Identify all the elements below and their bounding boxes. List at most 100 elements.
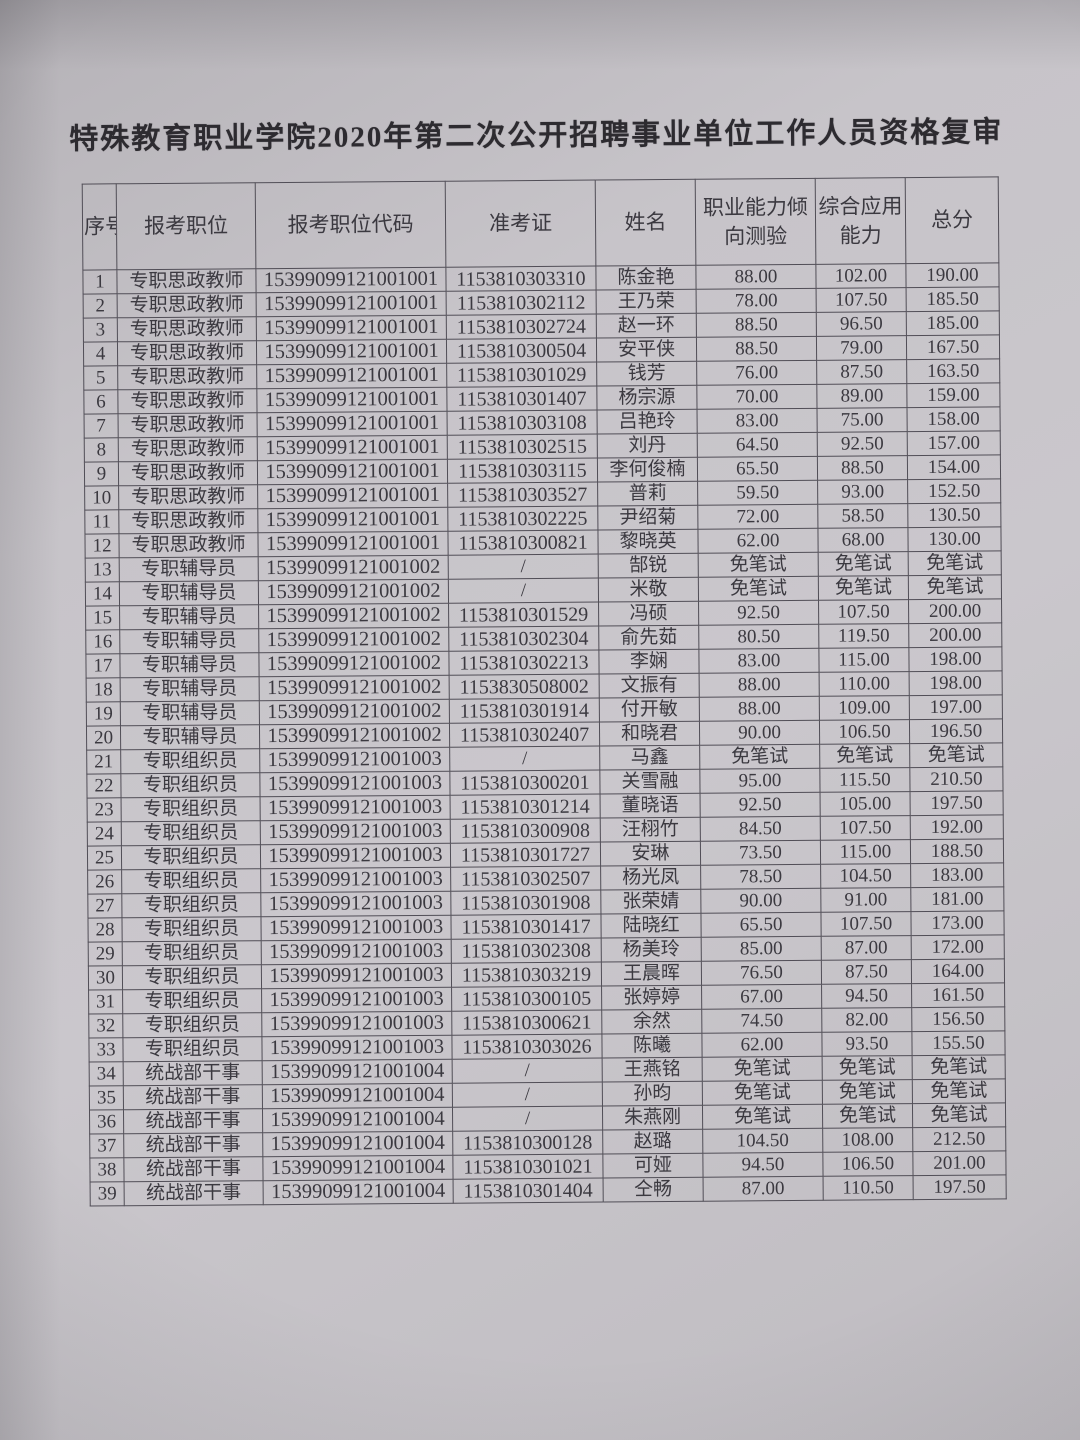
cell-index: 17 (85, 653, 121, 679)
cell-aptitude-test-score: 59.50 (697, 480, 818, 506)
cell-position-code: 15399099121001001 (257, 435, 448, 461)
column-header-position: 报考职位 (116, 182, 256, 270)
cell-index: 14 (85, 581, 120, 607)
cell-position-code: 15399099121001004 (263, 1179, 454, 1205)
cell-position-code: 15399099121001004 (262, 1059, 453, 1085)
cell-position: 专职辅导员 (119, 628, 259, 654)
cell-position-code: 15399099121001002 (259, 699, 450, 725)
cell-comprehensive-ability-score: 96.50 (816, 311, 907, 337)
cell-comprehensive-ability-score: 免笔试 (822, 1079, 913, 1105)
cell-total-score: 免笔试 (908, 574, 1002, 600)
cell-index: 30 (88, 965, 123, 991)
cell-position-code: 15399099121001003 (260, 915, 452, 941)
cell-total-score: 158.00 (907, 406, 1001, 432)
cell-name: 余然 (601, 1009, 702, 1035)
cell-index: 10 (84, 485, 119, 511)
cell-position: 专职辅导员 (120, 724, 260, 750)
cell-comprehensive-ability-score: 110.50 (823, 1175, 914, 1201)
cell-total-score: 198.00 (909, 670, 1003, 696)
cell-ticket-no: 1153810303310 (445, 266, 597, 292)
cell-ticket-no: 1153810302507 (450, 866, 601, 892)
cell-position: 专职思政教师 (118, 532, 259, 558)
cell-ticket-no: 1153810301727 (450, 842, 601, 868)
cell-index: 9 (84, 461, 119, 487)
cell-aptitude-test-score: 83.00 (698, 648, 820, 674)
cell-index: 15 (85, 605, 120, 631)
cell-index: 11 (84, 509, 119, 535)
cell-aptitude-test-score: 65.50 (700, 912, 822, 938)
cell-comprehensive-ability-score: 68.00 (817, 527, 909, 553)
cell-name: 尹绍菊 (597, 505, 698, 531)
cell-position-code: 15399099121001003 (260, 819, 451, 845)
cell-index: 8 (84, 437, 119, 463)
cell-ticket-no: 1153810301914 (449, 698, 600, 724)
cell-name: 李娴 (598, 649, 700, 675)
cell-aptitude-test-score: 免笔试 (702, 1056, 823, 1082)
cell-ticket-no: 1153810300821 (447, 530, 599, 556)
cell-position: 专职辅导员 (119, 604, 259, 630)
cell-aptitude-test-score: 90.00 (700, 888, 821, 914)
cell-name: 陆晓红 (600, 913, 702, 939)
cell-name: 关雪融 (599, 769, 701, 795)
cell-position-code: 15399099121001001 (255, 267, 447, 293)
cell-comprehensive-ability-score: 108.00 (822, 1127, 913, 1153)
cell-total-score: 172.00 (911, 934, 1005, 960)
cell-total-score: 161.50 (911, 982, 1005, 1008)
cell-position-code: 15399099121001001 (257, 507, 448, 533)
cell-position: 统战部干事 (123, 1084, 263, 1110)
cell-position: 专职思政教师 (116, 268, 257, 294)
cell-ticket-no: / (449, 746, 600, 772)
cell-total-score: 198.00 (908, 646, 1003, 672)
cell-name: 王晨晖 (601, 961, 702, 987)
cell-index: 25 (87, 845, 122, 871)
cell-position-code: 15399099121001001 (256, 291, 447, 317)
cell-name: 安琳 (600, 841, 701, 867)
cell-ticket-no: 1153810302225 (447, 506, 598, 532)
cell-aptitude-test-score: 65.50 (697, 456, 818, 482)
cell-comprehensive-ability-score: 91.00 (820, 887, 911, 913)
cell-name: 米敬 (598, 577, 699, 603)
cell-position: 专职组织员 (121, 868, 261, 894)
cell-total-score: 159.00 (906, 382, 1000, 408)
column-header-name: 姓名 (595, 179, 696, 267)
cell-aptitude-test-score: 90.00 (699, 720, 820, 746)
cell-name: 张婷婷 (601, 985, 702, 1011)
cell-index: 29 (88, 941, 123, 967)
cell-comprehensive-ability-score: 免笔试 (822, 1103, 913, 1129)
cell-total-score: 免笔试 (912, 1078, 1006, 1104)
cell-aptitude-test-score: 62.00 (697, 528, 819, 554)
cell-position-code: 15399099121001001 (257, 411, 448, 437)
cell-comprehensive-ability-score: 免笔试 (822, 1055, 913, 1081)
cell-ticket-no: 1153810302213 (448, 650, 600, 676)
cell-total-score: 197.50 (913, 1174, 1007, 1200)
cell-position-code: 15399099121001003 (260, 795, 451, 821)
cell-name: 王乃荣 (596, 289, 697, 315)
paper-sheet: 特殊教育职业学院2020年第二次公开招聘事业单位工作人员资格复审 序号 报考职位报… (69, 116, 1007, 1207)
cell-comprehensive-ability-score: 93.00 (817, 479, 908, 505)
cell-index: 7 (84, 413, 119, 439)
cell-position-code: 15399099121001002 (258, 579, 449, 605)
cell-position-code: 15399099121001003 (260, 843, 451, 869)
cell-aptitude-test-score: 88.50 (696, 312, 817, 338)
cell-total-score: 200.00 (908, 598, 1002, 624)
cell-position-code: 15399099121001002 (258, 555, 449, 581)
cell-ticket-no: / (448, 578, 599, 604)
cell-total-score: 210.50 (909, 766, 1004, 792)
column-header-ticket-no: 准考证 (445, 180, 596, 268)
cell-aptitude-test-score: 88.00 (695, 264, 817, 290)
cell-position: 专职组织员 (121, 844, 261, 870)
cell-position-code: 15399099121001004 (262, 1155, 454, 1181)
cell-total-score: 157.00 (907, 430, 1001, 456)
cell-ticket-no: 1153810301908 (450, 890, 601, 916)
cell-aptitude-test-score: 免笔试 (698, 576, 819, 602)
cell-aptitude-test-score: 76.50 (701, 960, 822, 986)
cell-comprehensive-ability-score: 79.00 (816, 335, 907, 361)
cell-comprehensive-ability-score: 106.50 (819, 719, 910, 745)
cell-index: 33 (88, 1037, 124, 1063)
cell-name: 朱燕刚 (602, 1105, 703, 1131)
cell-comprehensive-ability-score: 107.50 (818, 599, 909, 625)
cell-comprehensive-ability-score: 89.00 (816, 383, 908, 409)
cell-index: 35 (89, 1085, 124, 1111)
cell-ticket-no: 1153810303115 (447, 458, 598, 484)
cell-total-score: 200.00 (908, 622, 1002, 648)
